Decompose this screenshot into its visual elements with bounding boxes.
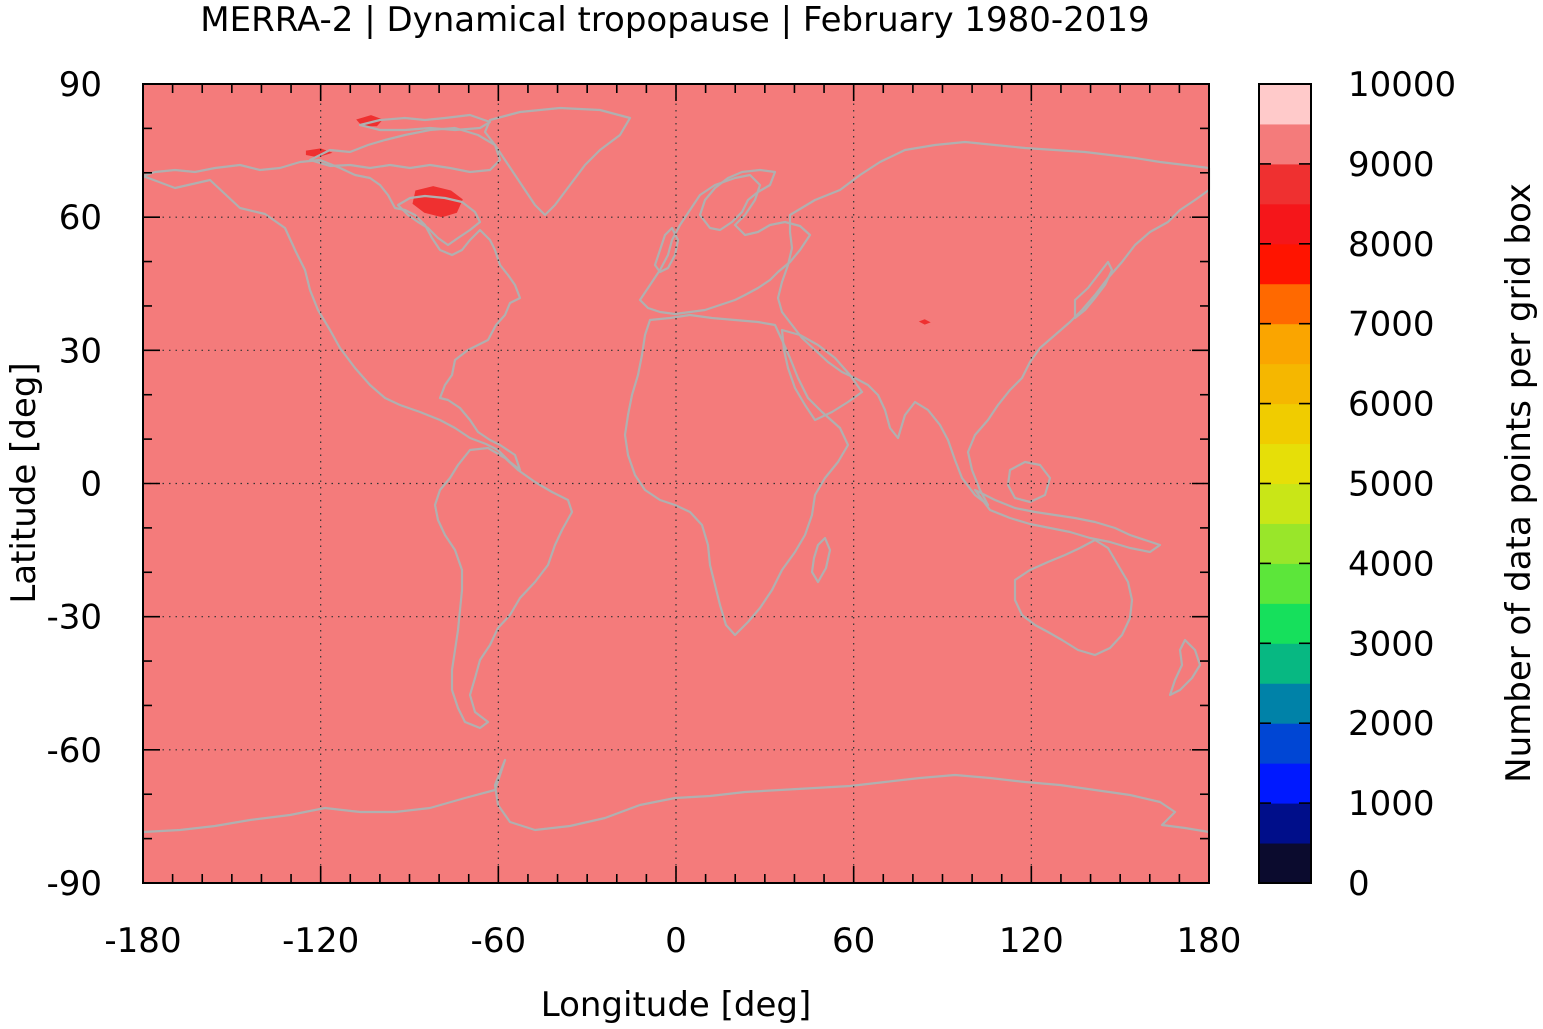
colorbar-band bbox=[1259, 123, 1311, 165]
anomaly-layer bbox=[305, 115, 931, 325]
x-tick-labels: -180 -120 -60 0 60 120 180 bbox=[104, 921, 1241, 961]
colorbar-band bbox=[1259, 523, 1311, 564]
x-axis-title: Longitude [deg] bbox=[541, 985, 812, 1025]
anomaly-hudson-bay bbox=[412, 186, 463, 218]
y-tick-label: -90 bbox=[46, 864, 102, 904]
colorbar-tick-label: 0 bbox=[1348, 864, 1370, 904]
colorbar-band bbox=[1259, 643, 1311, 684]
coast-arabia bbox=[780, 328, 864, 422]
colorbar-tick-label: 9000 bbox=[1348, 145, 1435, 185]
colorbar-band bbox=[1259, 843, 1311, 884]
colorbar-title: Number of data points per grid box bbox=[1499, 183, 1539, 783]
coast-madagascar bbox=[810, 536, 832, 584]
gridlines bbox=[143, 84, 1209, 883]
x-tick-label: -60 bbox=[471, 921, 527, 961]
coastlines bbox=[141, 106, 1211, 834]
coast-hudson-bay bbox=[396, 194, 482, 247]
y-tick-label: 90 bbox=[59, 65, 102, 105]
anomaly-beaufort-coast bbox=[305, 148, 333, 158]
coast-greenland bbox=[483, 106, 632, 217]
y-tick-label: 0 bbox=[80, 465, 102, 505]
coast-new-zealand bbox=[1168, 638, 1202, 697]
x-tick-label: 120 bbox=[999, 921, 1064, 961]
colorbar-bands bbox=[1259, 84, 1311, 884]
colorbar-tick-label: 7000 bbox=[1348, 305, 1435, 345]
coast-australia bbox=[1013, 538, 1134, 657]
y-axis-title: Latitude [deg] bbox=[4, 362, 44, 603]
coast-antarctica bbox=[142, 758, 1210, 834]
colorbar-band bbox=[1259, 603, 1311, 644]
coast-south-america bbox=[433, 446, 574, 730]
y-tick-labels: 90 60 30 0 -30 -60 -90 bbox=[46, 65, 102, 904]
anomaly-tibet bbox=[918, 319, 931, 325]
colorbar-tick-label: 2000 bbox=[1348, 704, 1435, 744]
x-tick-label: -180 bbox=[104, 921, 181, 961]
colorbar-band bbox=[1259, 283, 1311, 325]
colorbar-band bbox=[1259, 84, 1311, 125]
x-tick-label: 180 bbox=[1177, 921, 1242, 961]
plot-frame bbox=[142, 83, 1210, 884]
x-tick-label: -120 bbox=[282, 921, 359, 961]
coast-north-america bbox=[141, 158, 522, 472]
chart-title: MERRA-2 | Dynamical tropopause | Februar… bbox=[200, 0, 1149, 40]
colorbar-band bbox=[1259, 723, 1311, 764]
colorbar-band bbox=[1259, 683, 1311, 724]
coast-japan bbox=[1073, 260, 1114, 320]
colorbar-band bbox=[1259, 803, 1311, 844]
colorbar-tick-label: 6000 bbox=[1348, 385, 1435, 425]
colorbar-band bbox=[1259, 563, 1311, 604]
y-tick-label: -60 bbox=[46, 731, 102, 771]
colorbar-band bbox=[1259, 483, 1311, 524]
colorbar-tick-label: 10000 bbox=[1348, 65, 1456, 105]
colorbar-band bbox=[1259, 763, 1311, 804]
x-tick-label: 0 bbox=[665, 921, 687, 961]
coast-indonesia bbox=[973, 488, 1162, 554]
colorbar-tick-label: 8000 bbox=[1348, 225, 1435, 265]
colorbar-band bbox=[1259, 243, 1311, 285]
colorbar-tick-label: 5000 bbox=[1348, 465, 1435, 505]
colorbar-band bbox=[1259, 363, 1311, 405]
colorbar-band bbox=[1259, 443, 1311, 484]
coast-asia bbox=[776, 140, 1211, 507]
colorbar-band bbox=[1259, 163, 1311, 205]
y-tick-label: -30 bbox=[46, 598, 102, 638]
colorbar-band bbox=[1259, 203, 1311, 245]
plot-area bbox=[141, 83, 1211, 884]
colorbar-frame bbox=[1258, 83, 1312, 884]
coast-scandinavia bbox=[698, 168, 777, 232]
colorbar-tick-label: 1000 bbox=[1348, 784, 1435, 824]
colorbar-labels: 0 1000 2000 3000 4000 5000 6000 7000 8000 9000 100… bbox=[1348, 65, 1456, 904]
y-tick-label: 60 bbox=[59, 198, 102, 238]
coast-british-isles bbox=[653, 226, 680, 274]
y-tick-label: 30 bbox=[59, 331, 102, 371]
coast-borneo bbox=[1006, 460, 1052, 504]
colorbar-band bbox=[1259, 403, 1311, 445]
colorbar: 0 1000 2000 3000 4000 5000 6000 7000 8000 9000 100… bbox=[1258, 65, 1539, 904]
colorbar-tick-label: 4000 bbox=[1348, 544, 1435, 584]
coast-europe bbox=[638, 173, 812, 316]
x-tick-label: 60 bbox=[832, 921, 875, 961]
colorbar-tick-label: 3000 bbox=[1348, 624, 1435, 664]
colorbar-band bbox=[1259, 323, 1311, 365]
coast-arctic-islands bbox=[308, 126, 502, 174]
